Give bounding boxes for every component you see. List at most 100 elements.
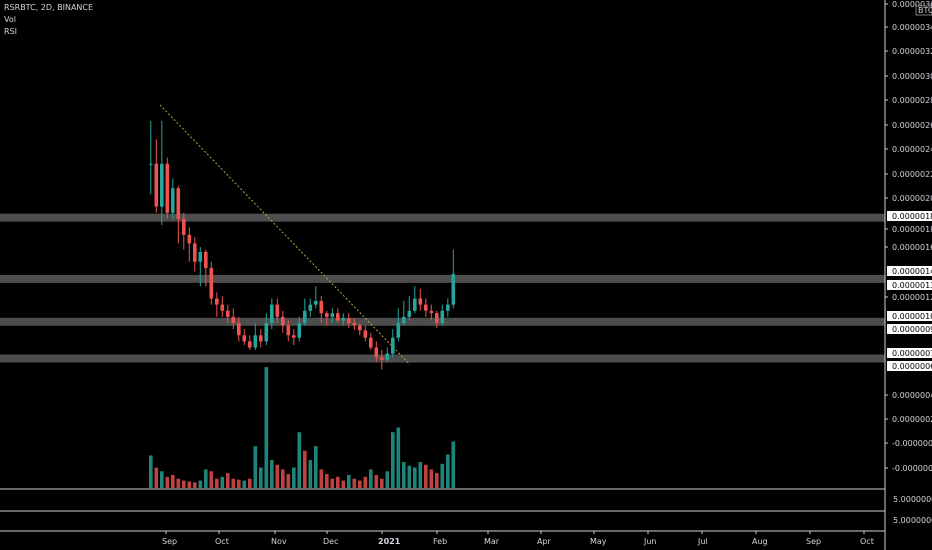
symbol-title[interactable]: RSRBTC, 2D, BINANCE	[4, 3, 94, 12]
price-label: 0.00000040	[892, 391, 932, 400]
candle-body	[248, 341, 252, 348]
support-resistance-zone[interactable]	[0, 213, 885, 222]
candle-body	[259, 335, 263, 342]
candle-body	[182, 218, 186, 235]
volume-bar	[396, 427, 401, 488]
volume-bar	[435, 473, 439, 488]
candles	[149, 120, 456, 370]
candle-body	[314, 300, 318, 305]
volume-bar	[440, 463, 445, 488]
candle-body	[149, 163, 153, 165]
price-label: 0.00000220	[892, 170, 932, 179]
price-label: 0.00000098	[892, 325, 932, 334]
support-resistance-zone[interactable]	[0, 354, 885, 363]
volume-bar	[182, 480, 186, 488]
price-label-highlight	[887, 361, 932, 371]
price-label: 0.00000160	[892, 243, 932, 252]
volume-bar	[385, 471, 390, 488]
price-label: 0.00000020	[892, 415, 932, 424]
volume-bar	[429, 469, 434, 488]
time-axis[interactable]: Sep Oct Nov Dec 2021 Feb Mar Apr May Jun Jul Aug Sep…	[162, 531, 874, 546]
candle-body	[440, 310, 445, 323]
price-label: 0.00000186	[892, 212, 932, 221]
price-label-highlight	[887, 311, 932, 321]
volume-bar	[330, 478, 335, 488]
candle-body	[303, 310, 307, 323]
volume-bar	[209, 471, 214, 488]
trendline[interactable]	[159, 104, 411, 365]
time-label: Aug	[752, 537, 768, 546]
time-label: Sep	[806, 537, 821, 546]
volume-bar	[160, 471, 164, 488]
volume-bar	[369, 469, 373, 488]
candle-body	[352, 323, 357, 326]
volume-bar	[220, 476, 225, 488]
volume-bar	[314, 446, 318, 488]
price-axis[interactable]: 0.00000360 0.00000340 0.00000320 0.00000300…	[885, 0, 932, 473]
trendline-segment[interactable]	[159, 104, 411, 365]
indicator-rsi[interactable]: RSI	[4, 27, 17, 36]
price-label: 0.00000200	[892, 194, 932, 203]
price-label: 0.00000320	[892, 47, 932, 56]
chart-legend: RSRBTC, 2D, BINANCE Vol RSI	[4, 2, 93, 38]
price-label: 0.00000280	[892, 96, 932, 105]
volume-bar	[259, 467, 263, 488]
volume-bar	[352, 478, 357, 488]
time-label: Oct	[215, 537, 229, 546]
volume-bar	[303, 450, 307, 488]
candle-body	[193, 243, 197, 262]
volume-bar	[319, 469, 324, 488]
time-label: Nov	[271, 537, 287, 546]
candle-body	[319, 300, 324, 314]
price-label: 0.00000360	[892, 0, 932, 9]
price-label-highlight	[887, 280, 932, 290]
price-label: 0.00000104	[892, 312, 932, 321]
volume-bar	[226, 473, 230, 488]
volume-bar	[336, 476, 340, 488]
volume-bar	[451, 441, 456, 488]
candle-body	[209, 267, 214, 299]
currency-badge-bg	[915, 5, 932, 16]
volume-bar	[176, 478, 181, 488]
price-label-highlight	[887, 211, 932, 221]
candle-body	[374, 347, 379, 358]
price-label: 0.00000133	[892, 281, 932, 290]
volume-bar	[165, 476, 170, 488]
candle-body	[165, 163, 170, 213]
volume-bar	[242, 480, 247, 488]
price-label: 0.00000180	[892, 225, 932, 234]
volume-bar	[253, 446, 258, 488]
time-label: Mar	[484, 537, 500, 546]
price-label-highlight	[887, 348, 932, 358]
candle-body	[380, 357, 384, 360]
volume-bar	[275, 464, 280, 488]
volume-bar	[402, 461, 406, 488]
volume-bar	[418, 461, 423, 488]
candle-body	[215, 298, 219, 305]
volume-bar	[292, 467, 296, 488]
volume-bar	[407, 465, 412, 488]
volume-bar	[358, 480, 362, 488]
price-label: -0.00000020	[892, 439, 932, 448]
candle-body	[446, 304, 450, 311]
volume-bar	[270, 460, 274, 488]
candle-body	[424, 304, 428, 311]
volume-bar	[149, 455, 153, 488]
candle-body	[226, 310, 230, 317]
indicator-vol[interactable]: Vol	[4, 15, 16, 24]
candle-body	[330, 313, 335, 317]
support-resistance-zone[interactable]	[0, 274, 885, 283]
candle-body	[325, 313, 329, 317]
candle-body	[407, 310, 412, 317]
price-label: 0.00000300	[892, 72, 932, 81]
price-label-highlight	[887, 266, 932, 276]
volume-bars	[149, 367, 456, 488]
candle-body	[292, 335, 296, 338]
volume-bar	[325, 474, 329, 488]
volume-bar	[204, 469, 208, 488]
price-label: 0.00000068	[892, 362, 932, 371]
candle-body	[231, 316, 236, 323]
candle-body	[402, 316, 406, 323]
